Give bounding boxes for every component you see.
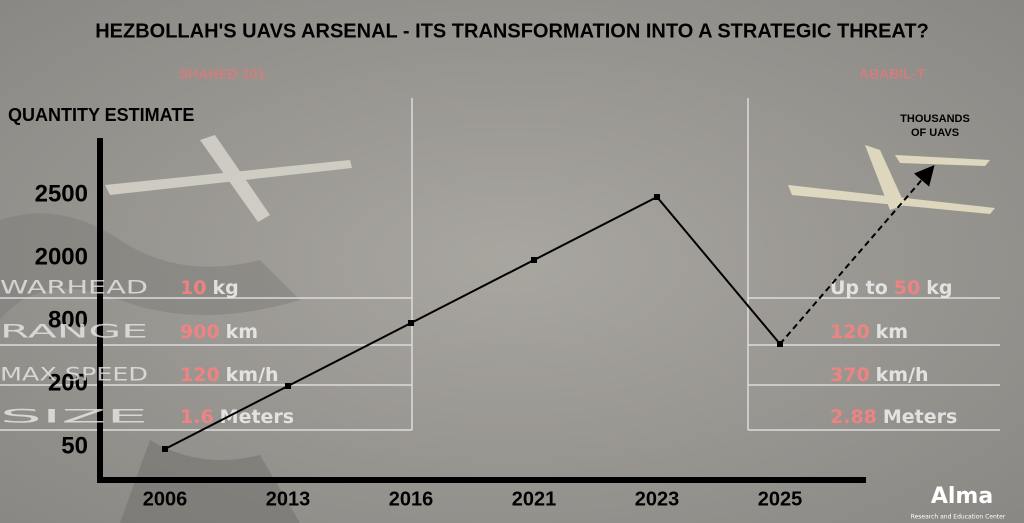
spec-value: 120 km [830, 321, 908, 343]
spec-value: 10 kg [180, 277, 239, 299]
spec-value: 120 km/h [180, 364, 279, 386]
projection-arrow [779, 164, 935, 345]
point [531, 257, 537, 263]
spec-label: RANGE [0, 321, 148, 343]
spec-value: 1.6 Meters [180, 406, 294, 428]
y-axis-title: QUANTITY ESTIMATE [8, 105, 194, 125]
panel-lines [0, 98, 1000, 431]
spec-label: MAX SPEED [0, 364, 148, 386]
spec-unit: Meters [220, 406, 294, 428]
spec-unit: kg [926, 277, 952, 299]
spec-prefix: Up to [830, 277, 888, 299]
spec-value: 2.88 Meters [830, 406, 957, 428]
shahed-drone [105, 135, 352, 222]
spec-value: 900 km [180, 321, 258, 343]
ababil-drone [788, 145, 995, 214]
spec-label: WARHEAD [0, 277, 148, 299]
spec-unit: km/h [876, 364, 929, 386]
x-tick-label: 2016 [389, 488, 434, 510]
point [654, 194, 660, 200]
annotation: THOUSANDS OF UAVS [900, 113, 970, 139]
logo: Alma [931, 484, 993, 509]
y-tick-label: 800 [48, 306, 88, 333]
spec-number: 1.6 [180, 406, 214, 428]
spec-unit: kg [212, 277, 238, 299]
spec-number: 10 [180, 277, 206, 299]
point [285, 383, 291, 389]
x-tick-label: 2021 [512, 488, 557, 510]
point [162, 446, 168, 452]
x-tick-label: 2013 [266, 488, 311, 510]
spec-unit: km [226, 321, 258, 343]
drone-name: SHAHED 101 [179, 66, 266, 82]
y-tick-label: 2000 [35, 243, 88, 270]
spec-value: Up to 50 kg [830, 277, 952, 299]
x-tick-label: 2023 [635, 488, 680, 510]
point [408, 320, 414, 326]
spec-number: 370 [830, 364, 870, 386]
spec-number: 50 [894, 277, 920, 299]
spec-number: 2.88 [830, 406, 877, 428]
map-shade [0, 213, 300, 320]
spec-number: 120 [830, 321, 870, 343]
x-tick-label: 2025 [758, 488, 803, 510]
spec-unit: km/h [226, 364, 279, 386]
spec-number: 900 [180, 321, 220, 343]
drone-name: ABABIL-T [859, 66, 926, 82]
logo-subtitle: Research and Education Center [911, 514, 1006, 521]
spec-unit: Meters [883, 406, 957, 428]
spec-number: 120 [180, 364, 220, 386]
y-tick-label: 2500 [35, 180, 88, 207]
spec-unit: km [876, 321, 908, 343]
spec-label: SIZE [0, 406, 148, 428]
chart-title: HEZBOLLAH'S UAVS ARSENAL - ITS TRANSFORM… [95, 20, 929, 42]
line [164, 195, 781, 450]
y-tick-label: 50 [61, 432, 88, 459]
y-tick-label: 200 [48, 369, 88, 396]
spec-value: 370 km/h [830, 364, 929, 386]
x-tick-label: 2006 [143, 488, 188, 510]
